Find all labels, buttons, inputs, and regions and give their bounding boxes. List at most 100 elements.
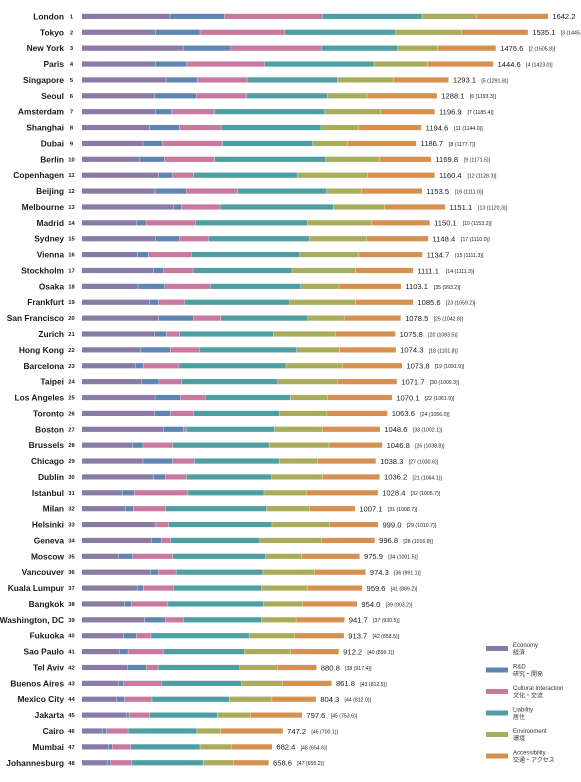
chart-row: Vienna 16 1134.7 [15 (1111.3)] bbox=[37, 250, 484, 260]
legend-item: R&D研究・開発 bbox=[486, 665, 543, 678]
bar-segment bbox=[110, 760, 132, 766]
bar-segment bbox=[301, 553, 360, 559]
city-label: Jakarta bbox=[35, 710, 65, 720]
bar-segment bbox=[261, 617, 296, 623]
rank-label: 32 bbox=[68, 507, 74, 513]
bar-segment bbox=[220, 315, 308, 321]
bar-segment bbox=[309, 236, 367, 242]
chart-row: Mexico City 44 804.3 [44 (812.0)] bbox=[17, 694, 371, 704]
chart-row: Dubai 9 1186.7 [8 (1177.7)] bbox=[41, 138, 476, 148]
bar-segment bbox=[112, 744, 131, 750]
chart-row: Hong Kong 22 1074.3 [18 (1101.8)] bbox=[19, 345, 458, 355]
city-label: Taipei bbox=[40, 377, 64, 387]
bar-segment bbox=[264, 490, 306, 496]
rank-label: 20 bbox=[68, 316, 74, 322]
previous-rank-label: [21 (1064.1)] bbox=[413, 475, 443, 481]
bar-segment bbox=[132, 553, 173, 559]
bar-segment bbox=[146, 664, 158, 671]
bar-segment bbox=[82, 140, 143, 147]
rank-label: 41 bbox=[68, 650, 75, 656]
bar-segment bbox=[214, 109, 325, 115]
bar-segment bbox=[269, 442, 329, 448]
bar-segment bbox=[244, 649, 291, 655]
chart-row: Johannesburg 48 658.6 [47 (655.2)] bbox=[6, 758, 324, 768]
chart-row: Madrid 14 1150.1 [10 (1153.2)] bbox=[37, 218, 493, 228]
bar-segment bbox=[82, 458, 143, 464]
bar-segment bbox=[180, 394, 205, 401]
score-label: 682.4 bbox=[276, 743, 295, 752]
score-label: 1070.1 bbox=[396, 393, 419, 402]
rank-label: 30 bbox=[68, 475, 74, 481]
bar-segment bbox=[172, 172, 194, 178]
rank-label: 8 bbox=[70, 126, 74, 132]
city-label: Barcelona bbox=[24, 361, 65, 371]
bar-segment bbox=[322, 474, 380, 480]
bar-segment bbox=[140, 156, 165, 162]
bar-segment bbox=[143, 458, 173, 464]
rank-label: 17 bbox=[68, 268, 74, 274]
city-label: Hong Kong bbox=[19, 345, 64, 355]
bar-segment bbox=[138, 585, 144, 591]
previous-rank-label: [32 (1005.7)] bbox=[411, 491, 441, 497]
rank-label: 38 bbox=[68, 602, 75, 608]
bar-segment bbox=[217, 712, 251, 718]
bar-segment bbox=[292, 267, 356, 274]
bar-segment bbox=[171, 109, 215, 115]
score-label: 1134.7 bbox=[427, 250, 450, 259]
chart-row: Moscow 35 975.9 [34 (1001.5)] bbox=[31, 551, 418, 561]
bar-segment bbox=[186, 61, 265, 67]
score-label: 1160.4 bbox=[439, 171, 462, 180]
rank-label: 19 bbox=[68, 300, 75, 306]
score-label: 1103.1 bbox=[405, 282, 428, 291]
chart-row: Copenhagen 11 1160.4 [12 (1128.3)] bbox=[13, 170, 497, 180]
city-label: Dublin bbox=[38, 472, 64, 482]
bar-segment bbox=[239, 664, 278, 671]
bar-segment bbox=[149, 712, 218, 718]
chart-row: Mumbai 47 682.4 [48 (654.6)] bbox=[32, 742, 327, 752]
bar-segment bbox=[82, 188, 155, 194]
city-label: Singapore bbox=[23, 75, 64, 85]
bar-segment bbox=[82, 283, 138, 289]
bar-segment bbox=[138, 252, 149, 258]
bar-segment bbox=[119, 649, 128, 655]
bar-segment bbox=[124, 696, 152, 702]
bar-segment bbox=[82, 379, 142, 385]
score-label: 804.3 bbox=[320, 695, 339, 704]
bar-segment bbox=[158, 172, 173, 178]
chart-row: Buenos Aires 43 861.8 [43 (812.5)] bbox=[10, 678, 387, 688]
legend-label: R&D bbox=[513, 665, 526, 671]
bar-segment bbox=[321, 124, 359, 131]
rank-label: 14 bbox=[68, 221, 75, 227]
chart-row: Sydney 15 1148.4 [17 (1110.0)] bbox=[34, 234, 490, 244]
legend-swatch bbox=[486, 689, 508, 694]
bar-segment bbox=[152, 696, 230, 702]
bar-segment bbox=[172, 442, 269, 448]
city-label: Mexico City bbox=[17, 694, 64, 704]
bar-segment bbox=[427, 61, 494, 67]
bar-segment bbox=[172, 458, 195, 464]
bar-segment bbox=[308, 315, 344, 321]
previous-rank-label: [12 (1128.3)] bbox=[467, 174, 497, 180]
previous-rank-label: [26 (1038.8)] bbox=[415, 444, 445, 450]
bar-segment bbox=[162, 140, 223, 147]
legend-label-jp: 研究・開発 bbox=[513, 670, 543, 678]
score-label: 1196.9 bbox=[439, 107, 462, 116]
bar-segment bbox=[294, 633, 344, 639]
bar-segment bbox=[296, 617, 345, 623]
score-label: 1293.1 bbox=[453, 76, 476, 85]
bar-segment bbox=[82, 649, 120, 655]
bar-segment bbox=[82, 29, 156, 35]
rank-label: 27 bbox=[68, 427, 74, 433]
previous-rank-label: [3 (1445.4)] bbox=[561, 31, 581, 37]
bar-segment bbox=[300, 283, 339, 289]
chart-row: New York 3 1476.6 [2 (1505.8)] bbox=[27, 43, 556, 53]
bar-segment bbox=[290, 394, 328, 401]
bar-segment bbox=[82, 156, 140, 162]
score-label: 1535.1 bbox=[532, 28, 555, 37]
bar-segment bbox=[163, 267, 193, 274]
score-label: 974.3 bbox=[370, 568, 389, 577]
bar-segment bbox=[200, 29, 285, 35]
bar-segment bbox=[314, 569, 366, 575]
bar-segment bbox=[131, 601, 168, 607]
city-label: Fukuoka bbox=[30, 631, 65, 641]
